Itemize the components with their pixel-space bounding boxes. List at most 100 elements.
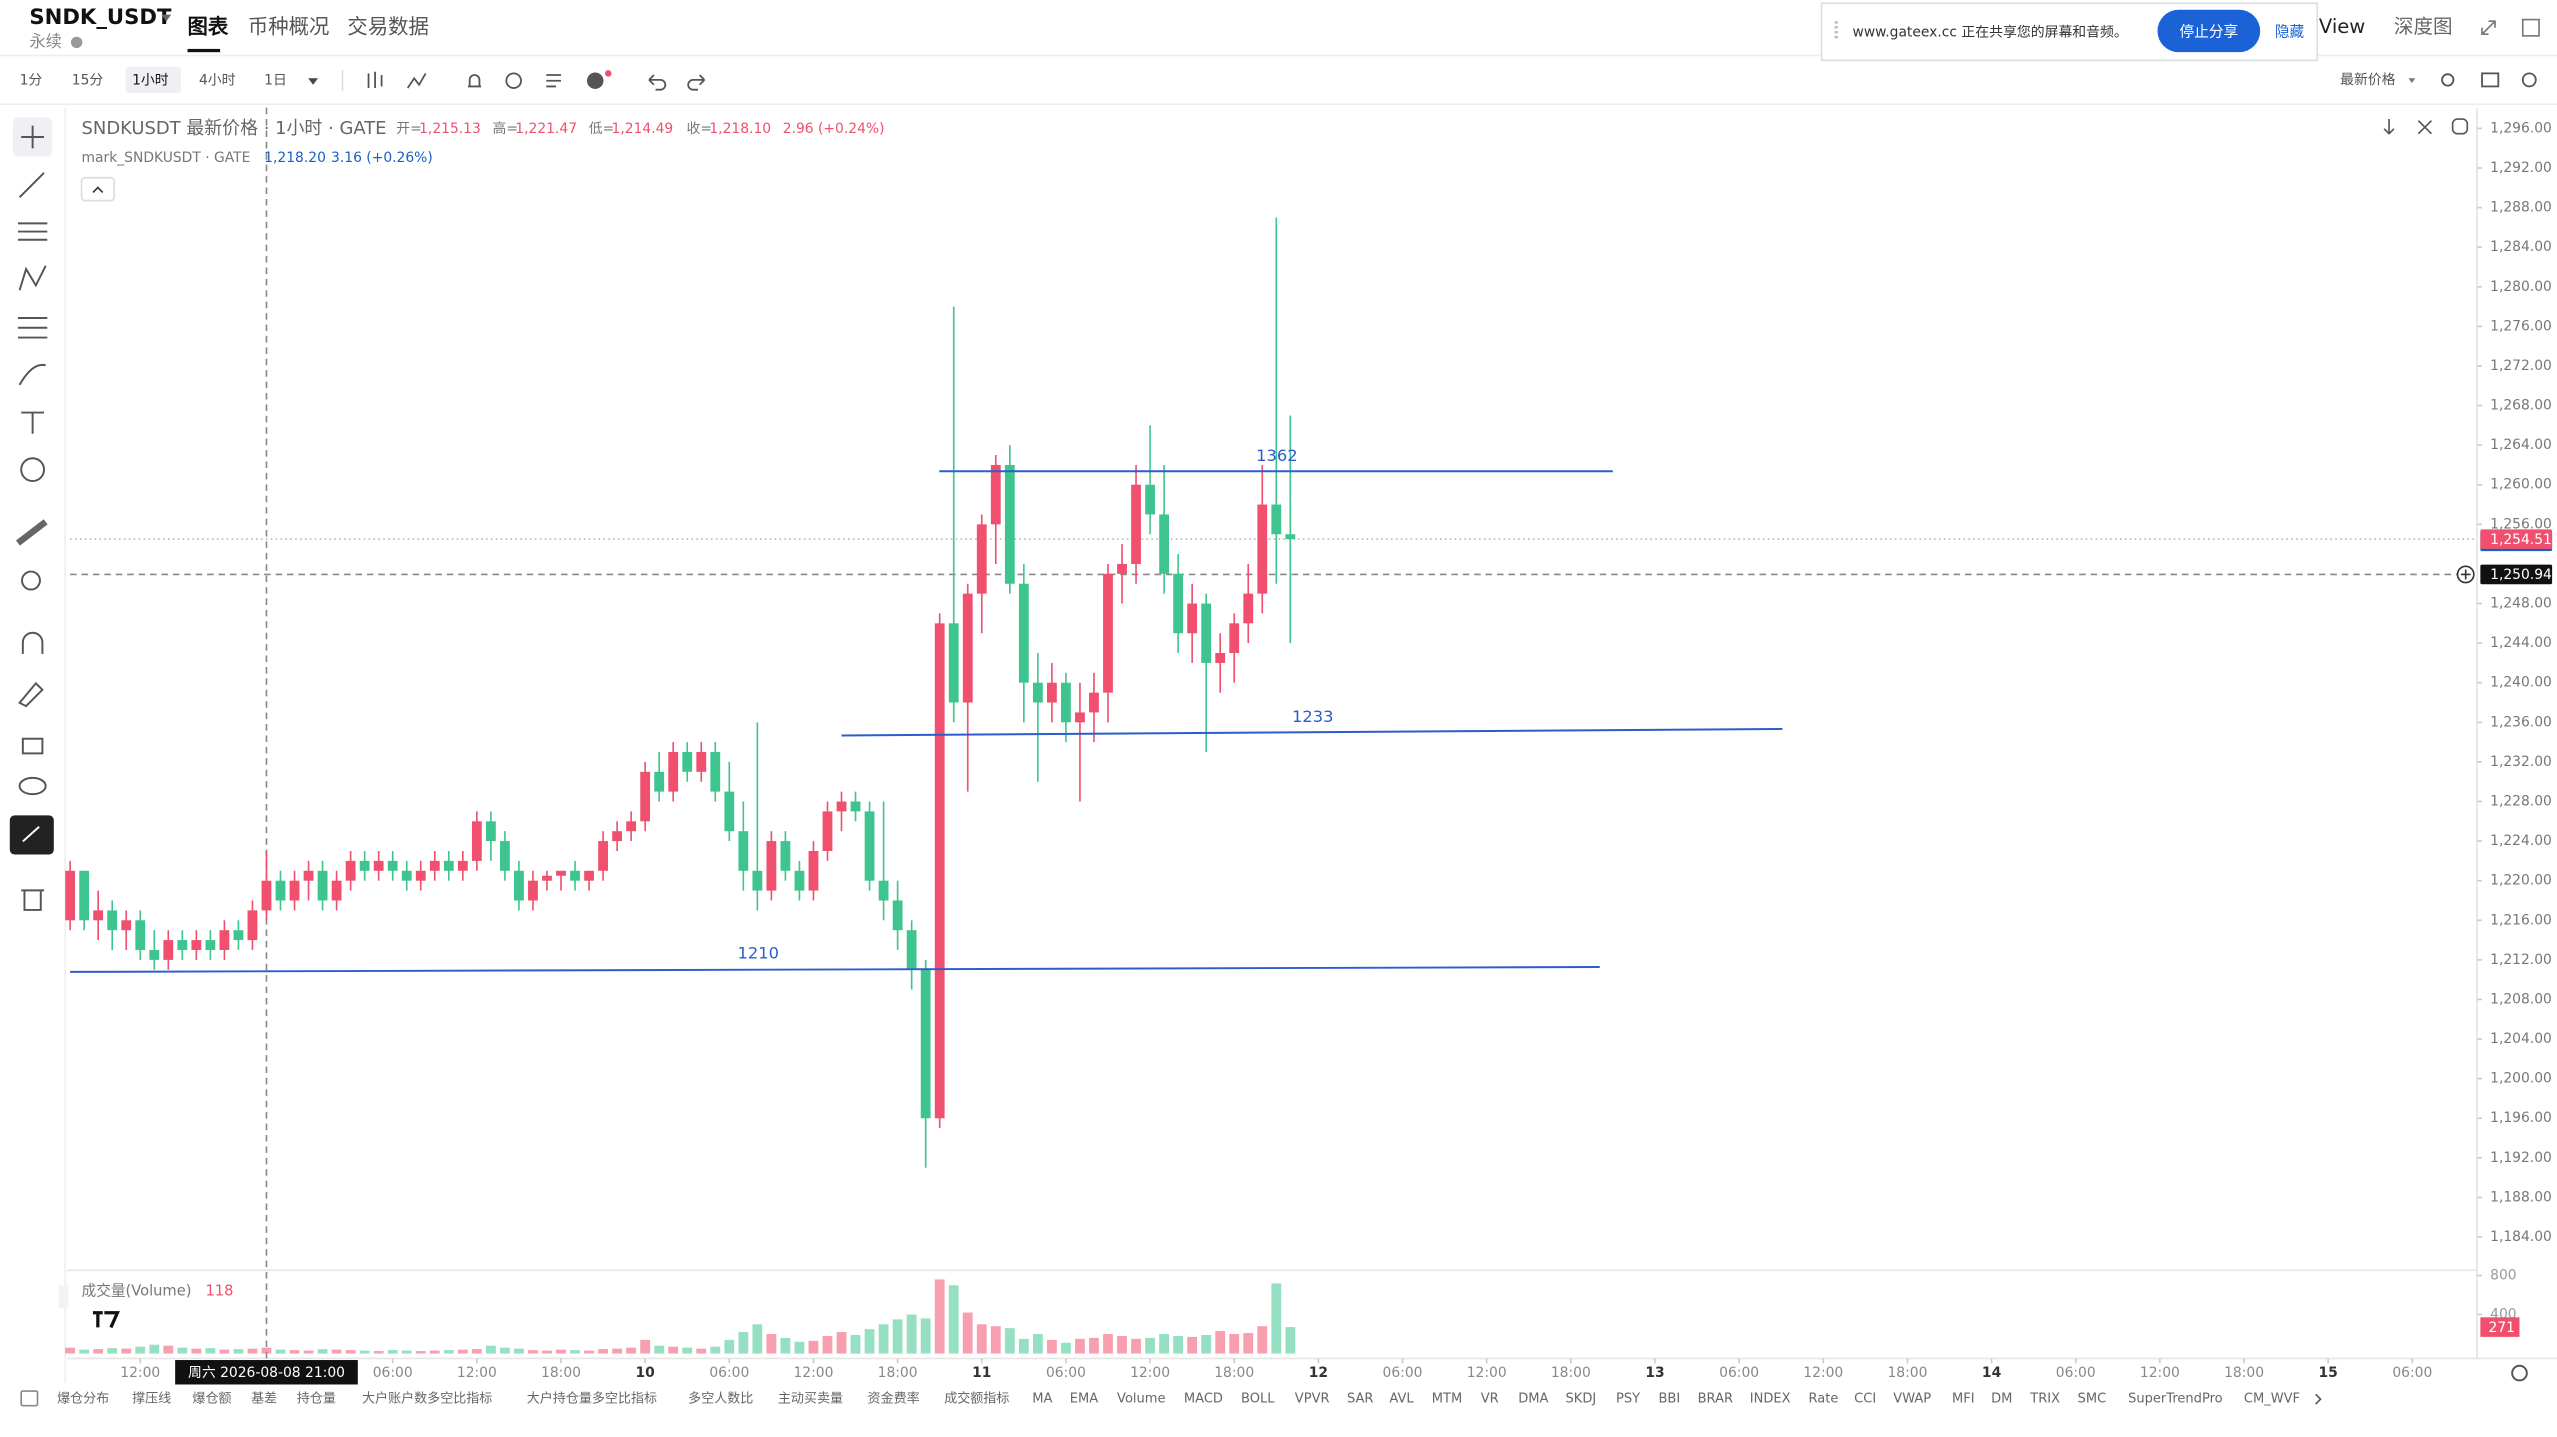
price-type-caret[interactable] xyxy=(2408,78,2416,84)
indicator-tab[interactable]: 大户持仓量多空比指标 xyxy=(527,1391,657,1407)
tab[interactable]: 图表 xyxy=(188,15,229,39)
lock-tool[interactable] xyxy=(21,737,44,755)
scroll-icon[interactable] xyxy=(2383,119,2395,135)
interval[interactable]: 1日 xyxy=(264,73,287,89)
emoji-tool[interactable] xyxy=(20,457,46,483)
indicator-tab[interactable]: AVL xyxy=(1389,1392,1414,1407)
text-tool[interactable] xyxy=(21,411,45,434)
pattern-tool[interactable] xyxy=(18,265,47,291)
interval[interactable]: 1小时 xyxy=(132,73,169,89)
symbol[interactable]: SNDK_USDT xyxy=(29,4,172,29)
indicator-tab[interactable]: CM_WVF xyxy=(2244,1392,2300,1407)
interval[interactable]: 4小时 xyxy=(199,73,236,89)
indicator-tab[interactable]: 主动买卖量 xyxy=(778,1392,843,1407)
candle-type-icon[interactable] xyxy=(367,71,383,89)
tab[interactable]: 交易数据 xyxy=(347,15,429,39)
indicator-tab[interactable]: TRIX xyxy=(2029,1392,2060,1407)
stop-share-button[interactable] xyxy=(2157,9,2261,53)
indicator-tab[interactable]: INDEX xyxy=(1750,1392,1791,1407)
crosshair-add-plus[interactable] xyxy=(2460,569,2471,580)
interval-caret[interactable] xyxy=(308,78,318,85)
indicator-tab[interactable]: Volume xyxy=(1117,1392,1165,1407)
indicator-tab[interactable]: MFI xyxy=(1952,1392,1975,1407)
indicator-tab[interactable]: DMA xyxy=(1518,1392,1548,1407)
candle-body xyxy=(1061,682,1071,723)
delete-tool[interactable] xyxy=(21,889,45,911)
indicator-tab[interactable]: PSY xyxy=(1616,1392,1640,1407)
redo-icon[interactable] xyxy=(687,74,706,91)
indicator-tab[interactable]: 基差 xyxy=(251,1392,277,1407)
indicator-tab[interactable]: DM xyxy=(1991,1392,2012,1407)
link-tool-bg[interactable] xyxy=(9,815,54,855)
indicator-icon[interactable] xyxy=(406,72,427,89)
indicator-tab[interactable]: VR xyxy=(1481,1392,1499,1407)
indicator-tab[interactable]: BBI xyxy=(1658,1392,1680,1407)
pane-handle[interactable] xyxy=(58,1285,69,1308)
trendline-tool[interactable] xyxy=(18,172,45,199)
indicator-tab[interactable]: SuperTrendPro xyxy=(2128,1392,2223,1407)
price-type[interactable]: 最新价格 xyxy=(2340,72,2396,88)
indicator-tab[interactable]: VWAP xyxy=(1893,1392,1931,1407)
indicator-tab[interactable]: 撑压线 xyxy=(132,1392,171,1407)
interval[interactable]: 1分 xyxy=(20,73,43,89)
search-icon[interactable] xyxy=(2441,73,2455,87)
brush-tool[interactable] xyxy=(18,363,46,386)
collapse-icon[interactable] xyxy=(92,186,104,194)
ruler-tool[interactable] xyxy=(15,519,48,546)
magnet-tool[interactable] xyxy=(21,631,44,654)
stop-share-label[interactable]: 停止分享 xyxy=(2180,24,2239,41)
indicator-tab[interactable]: VPVR xyxy=(1295,1392,1330,1407)
indicator-tab[interactable]: CCI xyxy=(1854,1392,1876,1407)
expand-icon[interactable] xyxy=(2481,20,2496,36)
interval[interactable]: 15分 xyxy=(72,73,104,89)
template-icon[interactable] xyxy=(546,74,561,88)
indicator-tab[interactable]: MTM xyxy=(1432,1392,1462,1407)
indicator-tab[interactable]: SKDJ xyxy=(1566,1392,1597,1407)
indicator-tab[interactable]: SMC xyxy=(2078,1392,2107,1407)
indicator-tab[interactable]: MA xyxy=(1032,1392,1052,1407)
symbol-caret[interactable] xyxy=(161,14,172,22)
zoom-tool[interactable] xyxy=(21,570,41,591)
hide-link[interactable]: 隐藏 xyxy=(2275,24,2305,41)
indicator-tab[interactable]: Rate xyxy=(1808,1392,1838,1407)
indicator-tab[interactable]: 大户账户数多空比指标 xyxy=(362,1391,492,1407)
tab[interactable]: 币种概况 xyxy=(248,15,330,39)
indicator-tab[interactable]: 多空人数比 xyxy=(688,1391,753,1407)
volume-bar xyxy=(976,1324,987,1354)
crosshair-tool[interactable] xyxy=(21,125,45,149)
indicator-tab[interactable]: 资金费率 xyxy=(868,1391,920,1407)
collapse-button[interactable] xyxy=(80,176,115,202)
add-icon[interactable] xyxy=(586,72,604,89)
indicator-tab[interactable]: BRAR xyxy=(1698,1392,1733,1407)
depth-tab[interactable]: 深度图 xyxy=(2394,15,2453,38)
replay-icon[interactable] xyxy=(505,72,522,89)
indicator-tab[interactable]: EMA xyxy=(1070,1392,1098,1407)
fit-icon[interactable] xyxy=(2417,120,2433,135)
view-tab[interactable]: View xyxy=(2319,15,2365,38)
info-icon[interactable] xyxy=(70,36,83,49)
drawn-line[interactable] xyxy=(841,727,1783,737)
reset-icon[interactable] xyxy=(2451,118,2469,135)
alert-icon[interactable] xyxy=(468,74,482,88)
indicator-tab[interactable]: BOLL xyxy=(1241,1392,1275,1407)
indicator-tab[interactable]: SAR xyxy=(1347,1392,1373,1407)
calendar-icon[interactable] xyxy=(20,1390,39,1407)
window-icon[interactable] xyxy=(2521,18,2540,37)
indicator-tab[interactable]: 成交额指标 xyxy=(944,1391,1009,1407)
indicator-tab[interactable]: 持仓量 xyxy=(297,1392,336,1407)
axis-settings[interactable] xyxy=(2511,1364,2528,1382)
indicator-tab[interactable]: MACD xyxy=(1184,1392,1223,1407)
camera-icon[interactable] xyxy=(2481,72,2500,88)
more-arrow[interactable] xyxy=(2315,1393,2322,1405)
undo-icon[interactable] xyxy=(648,74,667,91)
settings-icon[interactable] xyxy=(2521,72,2537,88)
mark-change: 3.16 (+0.26%) xyxy=(331,150,433,166)
drawn-line[interactable] xyxy=(70,966,1600,973)
lock-draw-tool[interactable] xyxy=(18,681,44,708)
visibility-tool[interactable] xyxy=(18,776,47,796)
channel-tool[interactable] xyxy=(17,317,48,339)
indicator-tab[interactable]: 爆仓分布 xyxy=(57,1392,109,1407)
link-tool[interactable] xyxy=(22,826,40,843)
fib-tool[interactable] xyxy=(17,222,48,241)
indicator-tab[interactable]: 爆仓额 xyxy=(192,1392,231,1407)
